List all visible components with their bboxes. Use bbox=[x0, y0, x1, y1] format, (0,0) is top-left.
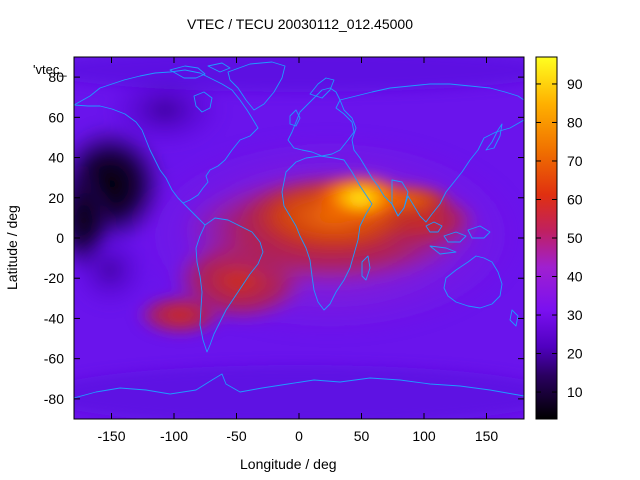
y-tick-label: 0 bbox=[56, 230, 64, 246]
y-tick-label: -40 bbox=[44, 310, 64, 326]
colorbar-tick-label: 20 bbox=[567, 346, 583, 362]
y-tick-label: 40 bbox=[48, 150, 64, 166]
antarctica-coast bbox=[74, 373, 524, 419]
hudson-bay bbox=[193, 91, 213, 113]
y-tick-label: 60 bbox=[48, 109, 64, 125]
colorbar-tick-label: 80 bbox=[567, 114, 583, 130]
y-tick-label: 80 bbox=[48, 69, 64, 85]
india bbox=[391, 179, 409, 217]
arctic-islands bbox=[169, 62, 231, 79]
colorbar-tick-label: 40 bbox=[567, 269, 583, 285]
x-tick-label: -50 bbox=[226, 428, 246, 444]
legend-key: 'vtec_ bbox=[33, 62, 67, 77]
x-tick-label: 150 bbox=[475, 428, 499, 444]
colorbar-tick-label: 10 bbox=[567, 384, 583, 400]
y-tick-label: 20 bbox=[48, 190, 64, 206]
colorbar-ticks: 90 80 70 60 50 40 30 20 10 bbox=[536, 76, 583, 400]
anomaly-peak bbox=[314, 174, 406, 222]
colorbar-tick-label: 60 bbox=[567, 191, 583, 207]
chart-title: VTEC / TECU 20030112_012.45000 bbox=[187, 16, 413, 32]
colorbar-tick-label: 50 bbox=[567, 230, 583, 246]
australia-coast bbox=[443, 255, 503, 309]
north-america-dark bbox=[105, 70, 225, 150]
greenland-coast bbox=[227, 61, 286, 111]
y-tick-label: -80 bbox=[44, 391, 64, 407]
new-zealand bbox=[509, 309, 519, 327]
africa-coast bbox=[281, 155, 373, 311]
x-axis-label: Longitude / deg bbox=[240, 456, 337, 472]
x-tick-label: 50 bbox=[354, 428, 370, 444]
colorbar-tick-label: 70 bbox=[567, 153, 583, 169]
central-america bbox=[182, 202, 206, 226]
coastlines bbox=[74, 61, 524, 419]
x-tick-label: 0 bbox=[295, 428, 303, 444]
southeast-pacific-dark bbox=[74, 230, 150, 310]
scandinavia bbox=[309, 77, 335, 99]
south-america-coast bbox=[195, 217, 264, 353]
europe-coast bbox=[287, 87, 355, 157]
southern-highlat-band bbox=[74, 365, 524, 419]
x-tick-label: -150 bbox=[97, 428, 125, 444]
north-america-coast bbox=[74, 69, 259, 204]
japan bbox=[485, 123, 503, 151]
madagascar bbox=[361, 255, 371, 281]
southern-crest-tail bbox=[135, 293, 225, 337]
southeast-asia-islands bbox=[425, 221, 491, 255]
x-ticks: -150 -100 -50 0 50 100 150 bbox=[97, 57, 498, 444]
y-ticks: 80 60 40 20 0 -20 -40 -60 -80 bbox=[44, 69, 524, 407]
vtec-heatmap bbox=[74, 57, 524, 419]
y-tick-label: -60 bbox=[44, 351, 64, 367]
legend-key-label: 'vtec_ bbox=[33, 62, 67, 77]
asia-coast bbox=[339, 83, 524, 223]
colorbar-tick-label: 90 bbox=[567, 76, 583, 92]
colorbar-tick-label: 30 bbox=[567, 307, 583, 323]
x-tick-label: -100 bbox=[160, 428, 188, 444]
british-isles bbox=[289, 109, 301, 127]
y-tick-label: -20 bbox=[44, 270, 64, 286]
x-tick-label: 100 bbox=[412, 428, 436, 444]
